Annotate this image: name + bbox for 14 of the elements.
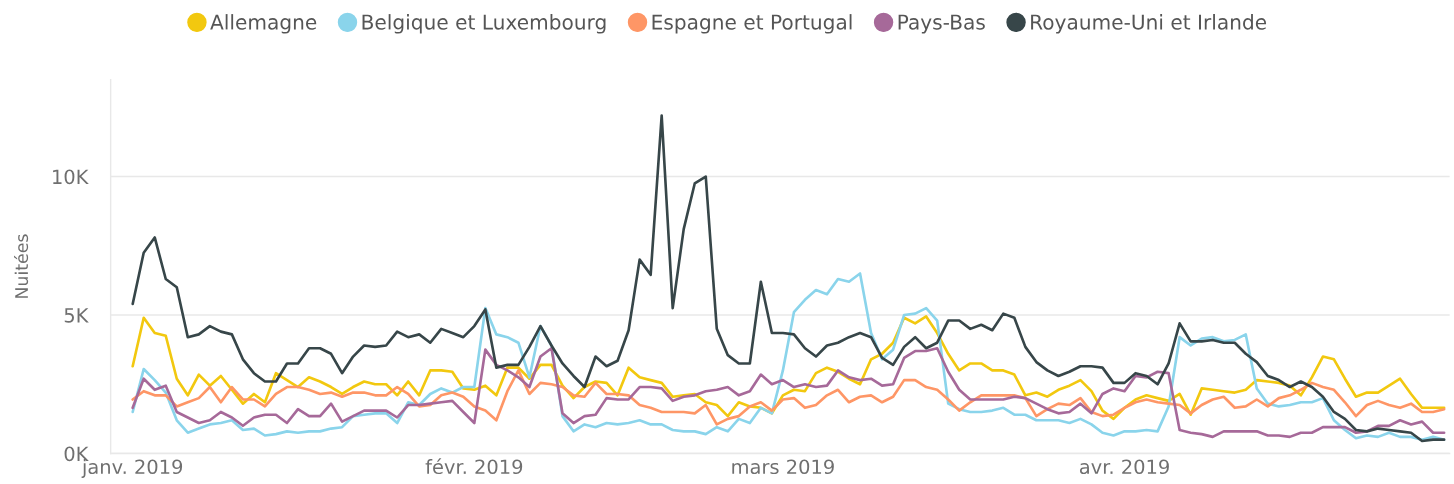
line-series	[131, 369, 1446, 426]
y-axis-title: Nuitées	[13, 234, 29, 298]
legend-label: Espagne et Portugal	[652, 14, 852, 34]
legend-label: Royaume-Uni et Irlande	[1031, 14, 1267, 34]
y-tick-label: 5K	[64, 308, 89, 323]
x-tick-label: avr. 2019	[1079, 459, 1169, 475]
legend-label: Pays-Bas	[898, 14, 985, 34]
line-series	[131, 114, 1446, 443]
legend-label: Belgique et Luxembourg	[362, 14, 606, 34]
y-tick-label: 10K	[53, 169, 89, 185]
line-series	[131, 346, 1446, 439]
x-tick-label: mars 2019	[732, 459, 834, 475]
legend-label: Allemagne	[210, 14, 317, 34]
x-tick-label: févr. 2019	[425, 458, 523, 475]
